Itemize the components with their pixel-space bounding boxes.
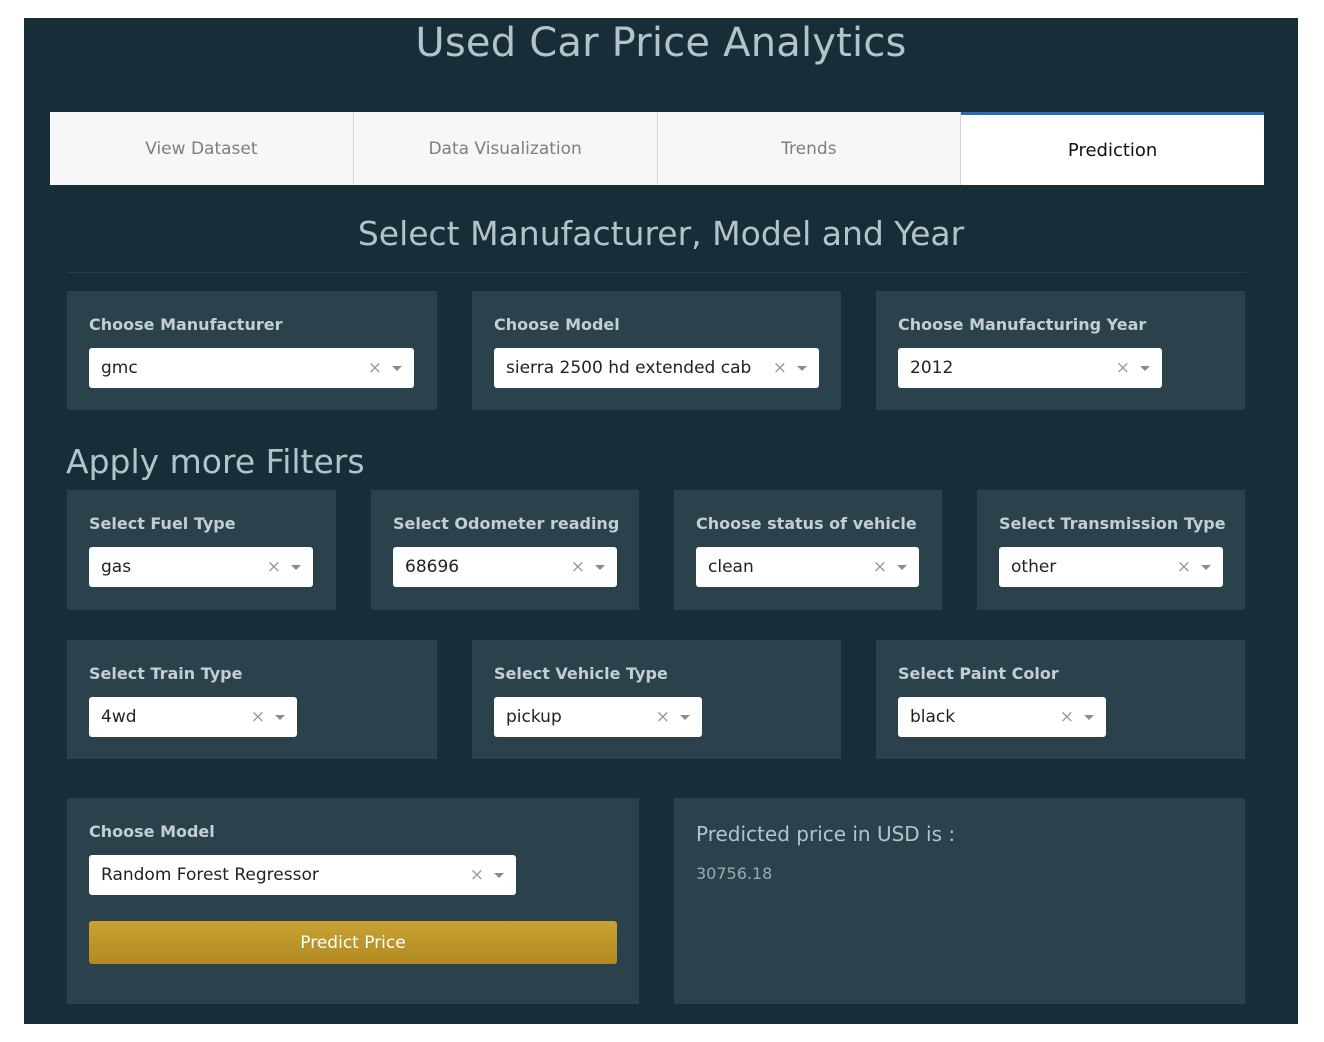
year-card: Choose Manufacturing Year 2012 × bbox=[876, 291, 1245, 410]
chevron-down-icon[interactable] bbox=[1201, 565, 1211, 570]
tab-bar: View Dataset Data Visualization Trends P… bbox=[50, 112, 1264, 185]
predict-price-button[interactable]: Predict Price bbox=[89, 921, 617, 964]
chevron-down-icon[interactable] bbox=[680, 715, 690, 720]
manufacturer-value: gmc bbox=[101, 358, 138, 378]
transmission-select[interactable]: other × bbox=[999, 547, 1223, 587]
clear-icon[interactable]: × bbox=[872, 557, 887, 577]
result-value: 30756.18 bbox=[696, 864, 773, 883]
section-divider bbox=[68, 272, 1246, 273]
vehicle-select[interactable]: pickup × bbox=[494, 697, 702, 737]
transmission-card: Select Transmission Type other × bbox=[977, 490, 1245, 610]
year-value: 2012 bbox=[910, 358, 954, 378]
section-title-selection: Select Manufacturer, Model and Year bbox=[357, 214, 965, 253]
train-label: Select Train Type bbox=[89, 664, 243, 683]
odometer-label: Select Odometer reading bbox=[393, 514, 620, 533]
prediction-model-label: Choose Model bbox=[89, 822, 215, 841]
clear-icon[interactable]: × bbox=[469, 865, 484, 885]
tab-trends[interactable]: Trends bbox=[657, 112, 962, 185]
transmission-label: Select Transmission Type bbox=[999, 514, 1226, 533]
chevron-down-icon[interactable] bbox=[1140, 366, 1150, 371]
app-container: Used Car Price Analytics View Dataset Da… bbox=[24, 18, 1298, 1024]
model-label: Choose Model bbox=[494, 315, 620, 334]
clear-icon[interactable]: × bbox=[772, 358, 787, 378]
manufacturer-card: Choose Manufacturer gmc × bbox=[67, 291, 437, 410]
train-card: Select Train Type 4wd × bbox=[67, 640, 437, 759]
chevron-down-icon[interactable] bbox=[494, 873, 504, 878]
clear-icon[interactable]: × bbox=[1115, 358, 1130, 378]
fuel-select[interactable]: gas × bbox=[89, 547, 313, 587]
model-select[interactable]: sierra 2500 hd extended cab × bbox=[494, 348, 819, 388]
paint-select[interactable]: black × bbox=[898, 697, 1106, 737]
fuel-card: Select Fuel Type gas × bbox=[67, 490, 336, 610]
model-value: sierra 2500 hd extended cab bbox=[506, 358, 752, 378]
status-label: Choose status of vehicle bbox=[696, 514, 917, 533]
manufacturer-select[interactable]: gmc × bbox=[89, 348, 414, 388]
chevron-down-icon[interactable] bbox=[392, 366, 402, 371]
status-card: Choose status of vehicle clean × bbox=[674, 490, 942, 610]
clear-icon[interactable]: × bbox=[1059, 707, 1074, 727]
chevron-down-icon[interactable] bbox=[797, 366, 807, 371]
clear-icon[interactable]: × bbox=[655, 707, 670, 727]
vehicle-card: Select Vehicle Type pickup × bbox=[472, 640, 841, 759]
transmission-value: other bbox=[1011, 557, 1057, 577]
vehicle-value: pickup bbox=[506, 707, 562, 727]
paint-label: Select Paint Color bbox=[898, 664, 1059, 683]
clear-icon[interactable]: × bbox=[1176, 557, 1191, 577]
chevron-down-icon[interactable] bbox=[1084, 715, 1094, 720]
fuel-label: Select Fuel Type bbox=[89, 514, 236, 533]
clear-icon[interactable]: × bbox=[367, 358, 382, 378]
manufacturer-label: Choose Manufacturer bbox=[89, 315, 283, 334]
odometer-value: 68696 bbox=[405, 557, 460, 577]
status-select[interactable]: clean × bbox=[696, 547, 919, 587]
tab-view-dataset[interactable]: View Dataset bbox=[50, 112, 354, 185]
train-select[interactable]: 4wd × bbox=[89, 697, 297, 737]
model-card: Choose Model sierra 2500 hd extended cab… bbox=[472, 291, 841, 410]
tab-data-visualization[interactable]: Data Visualization bbox=[353, 112, 658, 185]
year-select[interactable]: 2012 × bbox=[898, 348, 1162, 388]
chevron-down-icon[interactable] bbox=[275, 715, 285, 720]
clear-icon[interactable]: × bbox=[250, 707, 265, 727]
result-label: Predicted price in USD is : bbox=[696, 822, 956, 846]
train-value: 4wd bbox=[101, 707, 137, 727]
odometer-select[interactable]: 68696 × bbox=[393, 547, 617, 587]
clear-icon[interactable]: × bbox=[570, 557, 585, 577]
prediction-model-select[interactable]: Random Forest Regressor × bbox=[89, 855, 516, 895]
chevron-down-icon[interactable] bbox=[595, 565, 605, 570]
filters-title: Apply more Filters bbox=[66, 442, 365, 481]
paint-value: black bbox=[910, 707, 956, 727]
paint-card: Select Paint Color black × bbox=[876, 640, 1245, 759]
chevron-down-icon[interactable] bbox=[897, 565, 907, 570]
fuel-value: gas bbox=[101, 557, 132, 577]
prediction-model-value: Random Forest Regressor bbox=[101, 865, 319, 885]
chevron-down-icon[interactable] bbox=[291, 565, 301, 570]
clear-icon[interactable]: × bbox=[266, 557, 281, 577]
prediction-result-card: Predicted price in USD is : 30756.18 bbox=[674, 798, 1245, 1004]
year-label: Choose Manufacturing Year bbox=[898, 315, 1147, 334]
odometer-card: Select Odometer reading 68696 × bbox=[371, 490, 639, 610]
status-value: clean bbox=[708, 557, 754, 577]
page-title: Used Car Price Analytics bbox=[415, 20, 907, 66]
tab-prediction[interactable]: Prediction bbox=[961, 112, 1264, 185]
prediction-model-card: Choose Model Random Forest Regressor × P… bbox=[67, 798, 639, 1004]
vehicle-label: Select Vehicle Type bbox=[494, 664, 668, 683]
